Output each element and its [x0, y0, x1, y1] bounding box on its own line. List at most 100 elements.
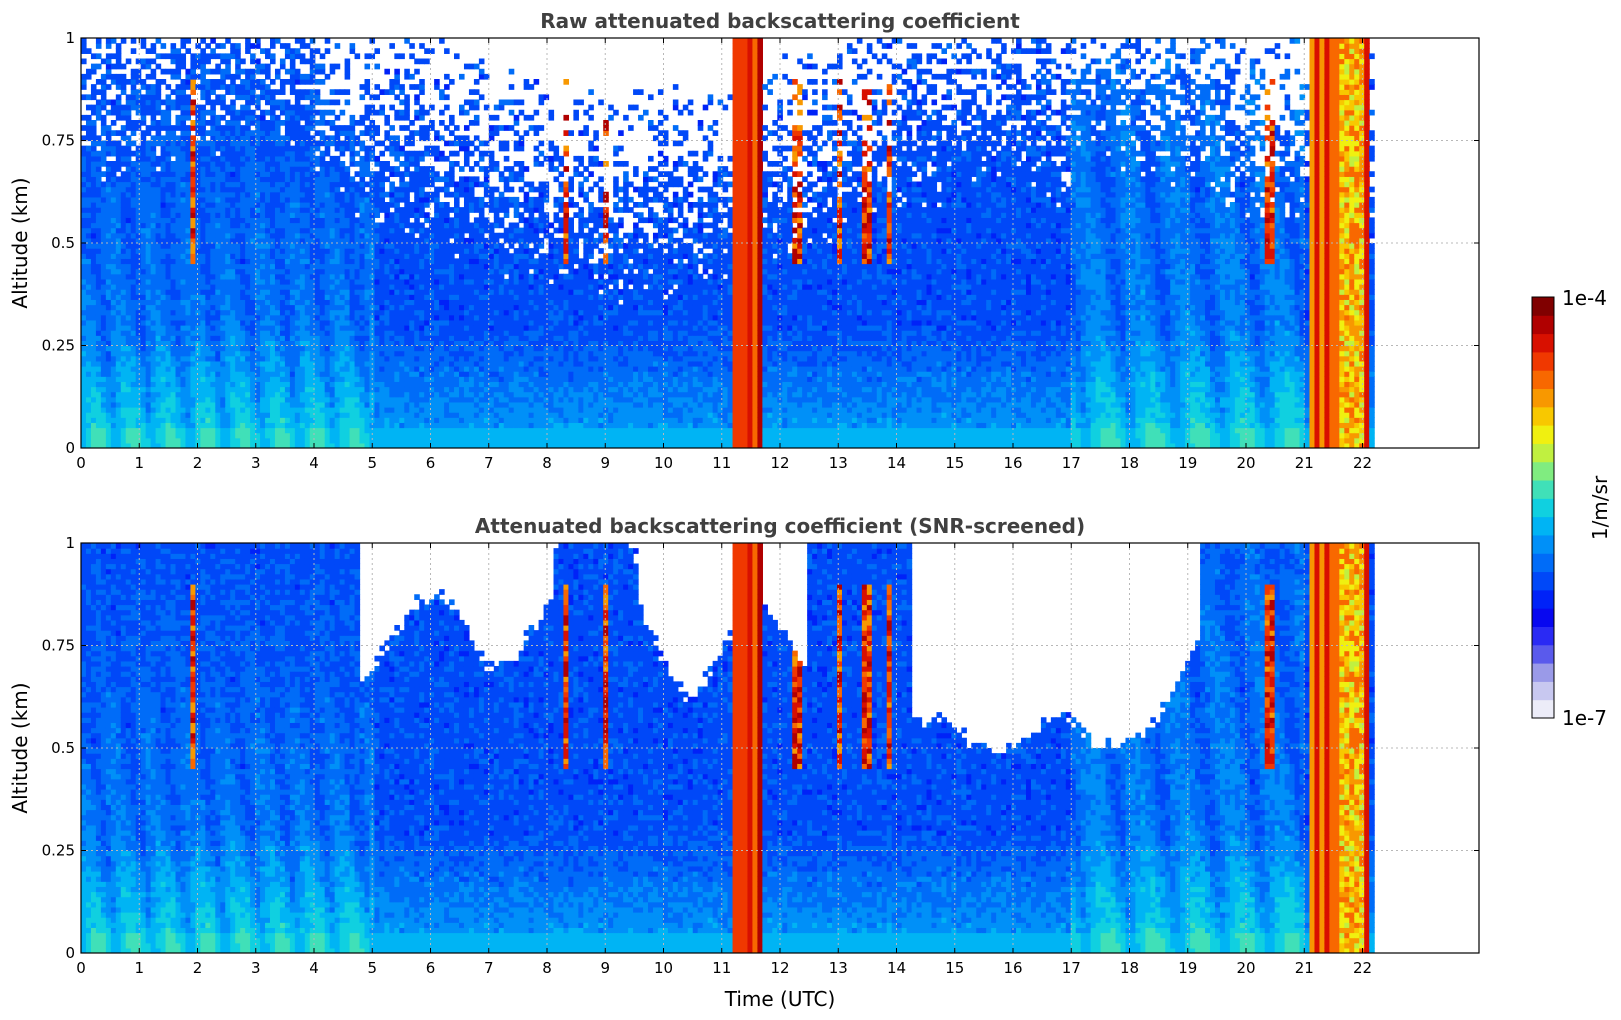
- heatmap-cell: [195, 371, 201, 377]
- heatmap-cell: [379, 89, 385, 95]
- heatmap-cell: [255, 289, 261, 295]
- heatmap-cell: [414, 422, 420, 429]
- heatmap-cell: [95, 161, 102, 167]
- heatmap-cell: [319, 391, 326, 398]
- heatmap-cell: [200, 222, 206, 229]
- heatmap-cell: [90, 243, 97, 249]
- heatmap-cell: [255, 258, 261, 265]
- heatmap-cell: [299, 104, 306, 111]
- heatmap-cell: [429, 304, 435, 311]
- heatmap-cell: [419, 202, 425, 208]
- heatmap-cell: [81, 145, 87, 152]
- heatmap-cell: [220, 114, 226, 121]
- heatmap-cell: [284, 99, 291, 106]
- heatmap-cell: [270, 186, 276, 193]
- heatmap-cell: [105, 217, 112, 224]
- heatmap-cell: [105, 237, 112, 244]
- heatmap-cell: [349, 232, 356, 239]
- heatmap-cell: [389, 309, 395, 316]
- heatmap-cell: [160, 222, 167, 229]
- heatmap-cell: [115, 407, 122, 413]
- heatmap-cell: [304, 191, 311, 198]
- heatmap-cell: [429, 145, 435, 152]
- heatmap-cell: [274, 120, 281, 126]
- heatmap-cell: [95, 376, 102, 382]
- heatmap-cell: [434, 345, 440, 352]
- heatmap-cell: [145, 412, 152, 418]
- heatmap-cell: [250, 114, 256, 121]
- heatmap-cell: [105, 314, 112, 321]
- heatmap-cell: [81, 222, 87, 229]
- heatmap-cell: [364, 248, 371, 254]
- heatmap-cell: [354, 427, 361, 434]
- heatmap-cell: [250, 227, 256, 234]
- heatmap-cell: [384, 273, 390, 280]
- heatmap-cell: [359, 191, 366, 198]
- heatmap-cell: [404, 289, 410, 295]
- heatmap-cell: [100, 407, 107, 413]
- heatmap-cell: [205, 99, 211, 106]
- heatmap-cell: [374, 284, 381, 290]
- heatmap-cell: [180, 114, 187, 121]
- heatmap-cell: [185, 432, 192, 439]
- heatmap-cell: [324, 401, 331, 408]
- heatmap-cell: [255, 355, 261, 362]
- heatmap-cell: [329, 248, 336, 254]
- heatmap-cell: [419, 227, 425, 234]
- heatmap-cell: [240, 161, 246, 167]
- heatmap-cell: [185, 161, 192, 167]
- heatmap-cell: [314, 304, 321, 311]
- heatmap-cell: [110, 284, 117, 290]
- heatmap-cell: [245, 294, 251, 300]
- heatmap-cell: [200, 150, 206, 157]
- heatmap-cell: [210, 268, 216, 275]
- heatmap-cell: [309, 145, 316, 152]
- heatmap-cell: [175, 381, 182, 388]
- heatmap-cell: [245, 258, 251, 265]
- heatmap-cell: [250, 217, 256, 224]
- heatmap-cell: [140, 155, 147, 162]
- heatmap-cell: [260, 232, 266, 239]
- heatmap-cell: [175, 222, 182, 229]
- heatmap-cell: [245, 319, 251, 326]
- heatmap-cell: [265, 366, 271, 372]
- heatmap-cell: [389, 340, 395, 347]
- heatmap-cell: [349, 273, 356, 280]
- heatmap-cell: [299, 232, 306, 239]
- heatmap-cell: [389, 401, 395, 408]
- heatmap-cell: [309, 309, 316, 316]
- heatmap-cell: [299, 196, 306, 203]
- heatmap-cell: [304, 120, 311, 126]
- heatmap-cell: [409, 273, 415, 280]
- heatmap-cell: [324, 432, 331, 439]
- heatmap-cell: [344, 422, 351, 429]
- heatmap-cell: [160, 68, 167, 75]
- heatmap-cell: [334, 289, 341, 295]
- heatmap-cell: [230, 48, 236, 54]
- heatmap-cell: [424, 191, 430, 198]
- heatmap-cell: [319, 253, 326, 259]
- heatmap-cell: [100, 263, 107, 270]
- heatmap-cell: [195, 381, 201, 388]
- heatmap-cell: [190, 422, 196, 429]
- heatmap-cell: [334, 335, 341, 341]
- heatmap-cell: [140, 335, 147, 341]
- heatmap-cell: [389, 196, 395, 203]
- heatmap-cell: [359, 350, 366, 357]
- heatmap-cell: [100, 422, 107, 429]
- heatmap-cell: [434, 381, 440, 388]
- heatmap-cell: [294, 391, 301, 398]
- heatmap-cell: [110, 314, 117, 321]
- heatmap-cell: [384, 217, 390, 224]
- heatmap-cell: [160, 191, 167, 198]
- heatmap-cell: [344, 202, 351, 208]
- heatmap-cell: [409, 53, 415, 60]
- heatmap-cell: [115, 386, 122, 393]
- heatmap-cell: [150, 355, 157, 362]
- heatmap-cell: [170, 412, 177, 418]
- heatmap-cell: [160, 417, 167, 423]
- heatmap-cell: [130, 325, 137, 331]
- heatmap-cell: [155, 422, 162, 429]
- heatmap-cell: [170, 355, 177, 362]
- heatmap-cell: [359, 345, 366, 352]
